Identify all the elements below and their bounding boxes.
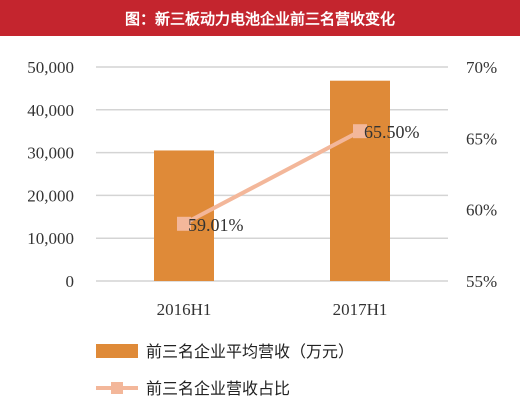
y-left-tick-label: 40,000 xyxy=(27,101,74,120)
y-left-tick-label: 50,000 xyxy=(27,58,74,77)
x-tick-label: 2017H1 xyxy=(333,300,388,319)
chart-title: 图：新三板动力电池企业前三名营收变化 xyxy=(0,0,520,36)
y-right-tick-label: 55% xyxy=(466,272,497,291)
y-left-tick-label: 0 xyxy=(66,272,75,291)
line-point-marker xyxy=(353,124,367,139)
y-right-tick-label: 65% xyxy=(466,129,497,148)
data-label: 65.50% xyxy=(364,122,420,142)
series-line xyxy=(183,129,361,226)
y-left-tick-label: 30,000 xyxy=(27,144,74,163)
legend-bar-swatch xyxy=(96,344,138,358)
x-tick-label: 2016H1 xyxy=(157,300,212,319)
bar xyxy=(154,150,214,281)
y-right-tick-label: 60% xyxy=(466,201,497,220)
bar xyxy=(330,80,390,281)
legend-line-label: 前三名企业营收占比 xyxy=(146,379,290,398)
y-right-tick-label: 70% xyxy=(466,58,497,77)
data-label: 59.01% xyxy=(188,215,244,235)
legend-line-marker xyxy=(111,382,123,394)
y-left-tick-label: 20,000 xyxy=(27,186,74,205)
line-point-marker xyxy=(177,216,191,231)
legend-bar-label: 前三名企业平均营收（万元） xyxy=(146,342,354,361)
y-left-tick-label: 10,000 xyxy=(27,229,74,248)
